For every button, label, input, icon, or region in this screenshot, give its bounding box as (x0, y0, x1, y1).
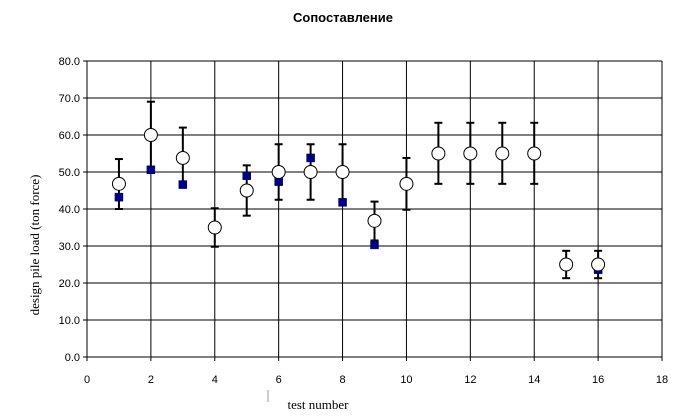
y-tick-label: 70.0 (59, 93, 80, 105)
tick-labels: 0.0 10.0 20.0 30.0 40.0 50.0 60.0 70.0 80.0 0 2 4 6 8… (59, 56, 669, 386)
data-point-square (146, 165, 156, 175)
data-point-circle (207, 220, 222, 235)
data-point-square (338, 198, 347, 207)
data-point-circle (271, 165, 286, 179)
axes (83, 60, 663, 361)
y-tick-label: 40.0 (59, 204, 80, 216)
y-tick-label: 80.0 (59, 56, 80, 68)
data-point-circle (399, 176, 414, 191)
data-point-circle (303, 165, 318, 179)
x-tick-label: 10 (400, 374, 412, 386)
x-tick-label: 2 (148, 374, 154, 386)
data-point-circle (463, 146, 478, 161)
error-bars (114, 100, 603, 280)
data-point-circle (367, 213, 382, 228)
y-tick-label: 60.0 (59, 130, 80, 142)
data-point-circle (175, 150, 190, 165)
x-tick-label: 14 (528, 374, 540, 386)
data-point-circle (559, 257, 574, 272)
y-tick-label: 0.0 (65, 352, 80, 364)
data-point-circle (111, 176, 126, 191)
x-tick-label: 12 (464, 374, 476, 386)
series-circles (111, 128, 606, 272)
data-point-square (306, 153, 315, 163)
data-point-circle (239, 183, 254, 198)
x-tick-label: 6 (276, 374, 282, 386)
x-tick-label: 18 (656, 374, 668, 386)
data-point-square (178, 180, 188, 189)
x-tick-label: 8 (339, 374, 345, 386)
y-tick-label: 30.0 (59, 241, 80, 253)
x-tick-label: 0 (84, 374, 90, 386)
x-tick-label: 4 (212, 374, 218, 386)
y-axis-label: design pile load (ton force) (27, 175, 42, 316)
data-point-square (242, 171, 251, 180)
data-point-circle (591, 257, 606, 272)
y-tick-label: 20.0 (59, 278, 80, 290)
data-point-square (370, 240, 379, 250)
data-point-circle (335, 165, 350, 179)
data-point-square (114, 192, 124, 202)
y-tick-label: 10.0 (59, 315, 80, 327)
data-point-circle (431, 146, 446, 161)
data-point-circle (495, 146, 510, 161)
chart-title: Сопоставление (293, 10, 393, 25)
y-tick-label: 50.0 (59, 167, 80, 179)
data-point-circle (143, 128, 158, 142)
data-point-circle (527, 146, 542, 161)
x-axis-label: test number (287, 397, 349, 412)
x-tick-label: 16 (592, 374, 604, 386)
